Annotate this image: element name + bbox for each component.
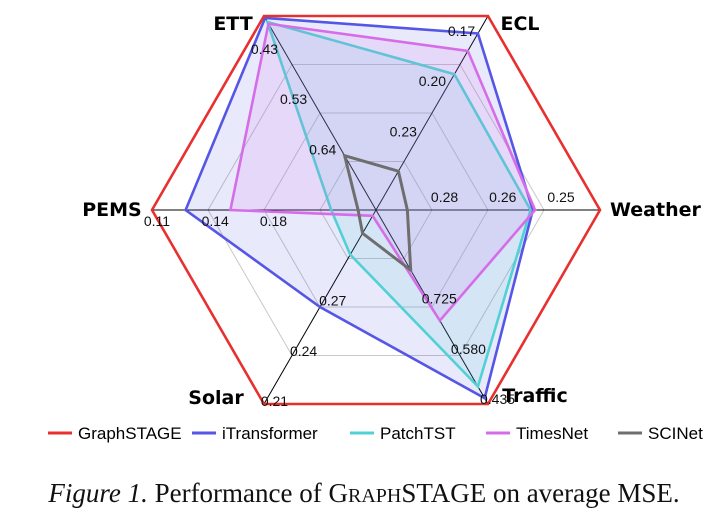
legend-label-itransformer: iTransformer: [222, 424, 318, 443]
tick-label-pems: 0.18: [260, 213, 287, 229]
radar-series: [150, 14, 602, 406]
axis-label-pems: PEMS: [82, 199, 142, 221]
axis-label-weather: Weather: [610, 199, 701, 221]
caption-model-rest: STAGE: [401, 478, 487, 508]
radar-chart: 0.43 0.53 0.64 0.17 0.20 0.23 0.25 0.26 0.28 0.43…: [48, 13, 703, 443]
tick-label-solar: 0.24: [290, 343, 317, 359]
axis-label-ett: ETT: [213, 13, 252, 35]
legend-label-timesnet: TimesNet: [516, 424, 588, 443]
caption-model-first: G: [328, 478, 349, 508]
axis-spoke: [263, 15, 377, 211]
radar-grid: [152, 15, 600, 405]
figure-caption: Figure 1. Performance of GRAPHSTAGE on a…: [0, 478, 728, 509]
axis-label-solar: Solar: [188, 387, 244, 409]
series-patchtst: [265, 19, 532, 390]
tick-label-solar: 0.21: [261, 393, 288, 409]
tick-label-weather: 0.26: [489, 189, 516, 205]
caption-text-before: Performance of: [154, 478, 329, 508]
radar-tick-labels: 0.43 0.53 0.64 0.17 0.20 0.23 0.25 0.26 0.28 0.43…: [144, 23, 575, 409]
caption-figure-label: Figure 1.: [48, 478, 148, 508]
chart-legend: GraphSTAGE iTransformer PatchTST TimesNet SC…: [48, 424, 703, 443]
series-graphstage: [150, 14, 602, 406]
tick-label-pems: 0.14: [202, 213, 229, 229]
axis-label-traffic: Traffic: [502, 385, 568, 407]
series-scinet: [342, 153, 413, 274]
axis-spoke: [375, 15, 489, 211]
series-itransformer: [184, 16, 535, 401]
series-timesnet: [228, 22, 537, 323]
tick-label-ecl: 0.17: [448, 23, 475, 39]
radar-axis-labels: ETT ECL Weather Traffic Solar PEMS: [82, 13, 701, 409]
legend-label-patchtst: PatchTST: [380, 424, 456, 443]
caption-text-after: on average MSE.: [486, 478, 680, 508]
tick-label-ecl: 0.23: [390, 124, 417, 140]
tick-label-weather: 0.28: [431, 189, 458, 205]
legend-label-scinet: SCINet: [648, 424, 703, 443]
tick-label-pems: 0.11: [144, 213, 170, 229]
tick-label-ett: 0.53: [280, 91, 307, 107]
tick-label-traffic: 0.725: [422, 290, 457, 306]
tick-label-ecl: 0.20: [419, 73, 446, 89]
tick-label-solar: 0.27: [319, 292, 346, 308]
tick-label-traffic: 0.435: [480, 391, 515, 407]
tick-label-weather: 0.25: [547, 189, 574, 205]
tick-label-traffic: 0.580: [451, 341, 486, 357]
tick-label-ett: 0.64: [309, 142, 336, 158]
legend-label-graphstage: GraphSTAGE: [78, 424, 182, 443]
tick-label-ett: 0.43: [251, 41, 278, 57]
caption-model-smallcaps: RAPH: [348, 485, 402, 507]
axis-label-ecl: ECL: [500, 13, 539, 35]
